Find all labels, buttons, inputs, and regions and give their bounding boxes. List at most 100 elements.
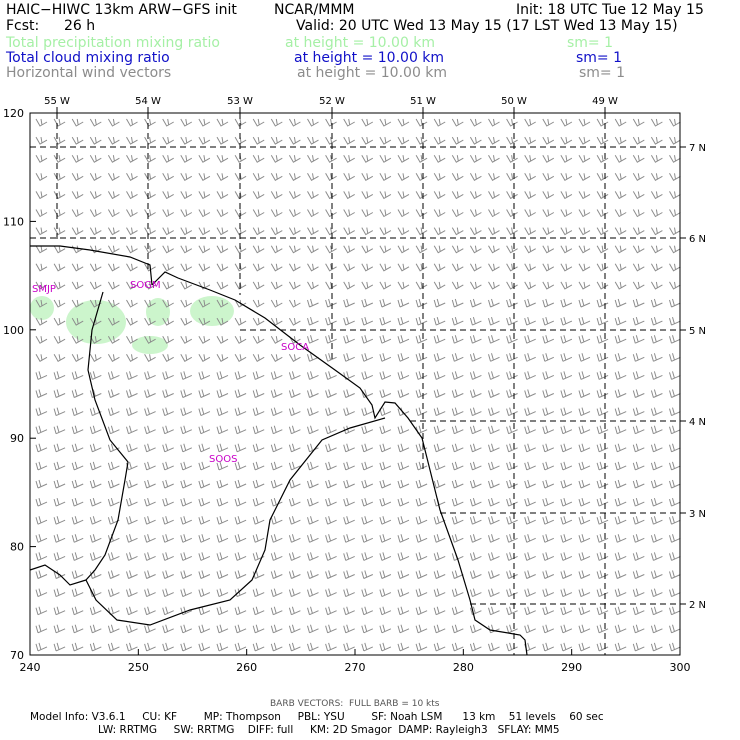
wind-barb xyxy=(307,606,319,616)
wind-barb xyxy=(270,154,283,163)
wind-barb xyxy=(469,479,482,489)
wind-barb xyxy=(542,335,555,344)
wind-barb xyxy=(252,624,265,634)
wind-barb xyxy=(252,154,265,163)
wind-barb xyxy=(650,624,663,634)
wind-barb xyxy=(144,642,156,652)
wind-barb xyxy=(542,461,555,471)
wind-barb xyxy=(107,281,120,290)
wind-barb xyxy=(325,136,337,145)
wind-barb xyxy=(524,479,536,489)
border-line xyxy=(85,291,386,626)
lon-label: 55 W xyxy=(44,96,70,107)
wind-barb xyxy=(53,407,66,417)
wind-barb xyxy=(506,552,518,561)
wind-barb xyxy=(632,281,645,290)
wind-barb xyxy=(198,606,211,616)
wind-barb xyxy=(542,425,555,435)
wind-barb xyxy=(180,407,193,417)
wind-barb xyxy=(126,552,138,561)
wind-barb xyxy=(288,479,301,489)
wind-barb xyxy=(560,263,573,272)
wind-barb xyxy=(415,606,428,616)
wind-barb xyxy=(433,407,446,417)
wind-barb xyxy=(180,443,193,453)
wind-barb xyxy=(107,354,120,362)
wind-barb xyxy=(180,516,193,525)
wind-barb xyxy=(469,425,482,435)
wind-barb xyxy=(307,245,319,254)
wind-barb xyxy=(578,263,591,272)
wind-barb xyxy=(325,461,337,471)
wind-barb xyxy=(35,354,48,362)
wind-barb xyxy=(35,299,48,308)
wind-barb xyxy=(415,136,428,145)
wind-barb xyxy=(144,154,156,163)
wind-barb xyxy=(35,443,48,453)
wind-barb xyxy=(596,461,609,471)
wind-barb xyxy=(433,624,446,634)
wind-barb xyxy=(89,209,102,218)
wind-barb xyxy=(650,209,663,218)
wind-barb xyxy=(433,552,446,561)
wind-barb xyxy=(488,263,500,272)
wind-barb xyxy=(270,552,283,561)
wind-barb xyxy=(180,136,193,145)
wind-barb xyxy=(506,209,518,218)
wind-barb xyxy=(650,425,663,435)
model-info-line-1: Model Info: V3.6.1 CU: KF MP: Thompson P… xyxy=(30,711,604,723)
wind-barb xyxy=(397,245,410,254)
wind-barb xyxy=(506,227,518,236)
wind-barb xyxy=(307,534,319,543)
wind-barb xyxy=(343,443,355,453)
wind-barb xyxy=(596,263,609,272)
wind-barb xyxy=(433,389,446,398)
wind-barb xyxy=(669,316,681,326)
wind-barb xyxy=(270,588,283,598)
wind-barb xyxy=(361,624,374,634)
wind-barb xyxy=(307,263,319,272)
wind-barb xyxy=(234,389,247,398)
wind-barb xyxy=(397,642,410,652)
wind-barb xyxy=(307,552,319,561)
wind-barb xyxy=(325,479,337,489)
x-tick-label: 300 xyxy=(670,661,691,674)
wind-barb xyxy=(379,588,392,598)
wind-barb xyxy=(596,298,609,308)
wind-barb xyxy=(198,317,211,326)
wind-barb xyxy=(270,263,283,272)
wind-barb xyxy=(596,389,609,398)
x-axis-ticks: 240 250 260 270 280 290 300 xyxy=(20,649,691,674)
lat-label: 7 N xyxy=(689,143,706,154)
precip-blob xyxy=(30,296,54,320)
wind-barb xyxy=(433,316,446,326)
y-tick-label: 90 xyxy=(10,432,24,445)
wind-barb xyxy=(162,136,174,145)
wind-barb xyxy=(669,588,681,598)
wind-barb xyxy=(107,497,120,507)
wind-barb xyxy=(451,316,464,326)
wind-barb xyxy=(379,371,392,380)
wind-barb xyxy=(669,534,681,543)
wind-barb xyxy=(35,642,48,652)
wind-barb xyxy=(307,624,319,634)
wind-barb xyxy=(144,354,156,362)
wind-barb xyxy=(343,588,355,598)
wind-barb xyxy=(288,371,301,380)
wind-barb xyxy=(524,389,536,398)
wind-barb xyxy=(632,497,645,507)
wind-barb xyxy=(270,281,283,290)
wind-barb xyxy=(107,389,120,398)
wind-barb xyxy=(216,606,229,616)
wind-barb xyxy=(126,425,138,435)
wind-barb xyxy=(35,263,48,272)
wind-barb xyxy=(669,209,681,218)
wind-barb xyxy=(596,570,609,579)
wind-barb xyxy=(415,479,428,489)
wind-barb xyxy=(433,425,446,435)
wind-barb xyxy=(89,642,102,652)
wind-barb xyxy=(325,209,337,218)
wind-barb xyxy=(451,425,464,435)
wind-barb xyxy=(252,173,265,181)
wind-barb xyxy=(162,335,174,344)
